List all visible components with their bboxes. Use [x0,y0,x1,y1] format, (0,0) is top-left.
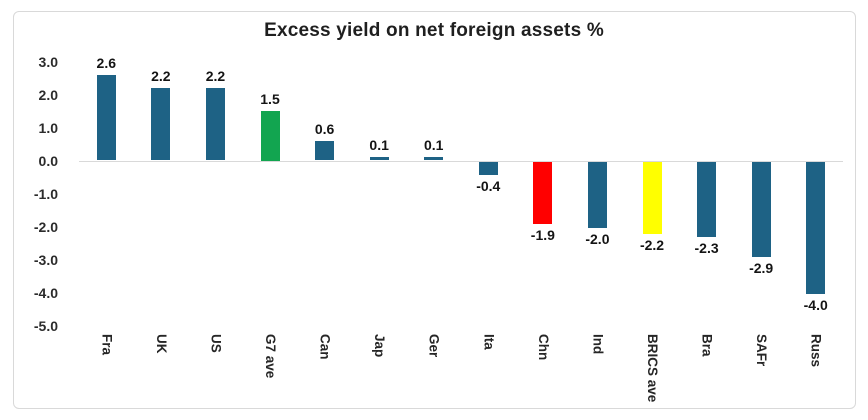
bar-value-label: -2.3 [694,240,719,257]
x-axis-label: Bra [699,334,715,357]
y-tick-label: 3.0 [38,53,58,70]
bar-value-label: 2.2 [151,67,171,84]
x-axis-label: US [208,334,224,353]
y-tick-label: 0.0 [38,152,58,169]
bar-ger [424,157,444,161]
x-axis-label: G7 ave [263,334,278,379]
chart-title: Excess yield on net foreign assets % [264,20,604,41]
bar-fra [96,74,116,161]
x-axis-label: Jap [372,334,388,358]
bar-brics-ave [642,161,662,235]
bar-uk [151,87,171,161]
y-tick-label: -2.0 [33,218,58,235]
x-axis-label: Fra [99,334,115,356]
bar-safr [751,161,771,258]
bar-value-label: -2.2 [639,237,665,254]
bar-value-label: -2.0 [585,230,610,247]
x-axis-label: Chn [535,334,551,361]
bar-value-label: 2.6 [96,54,117,71]
bar-ind [587,161,607,228]
x-axis-label: Russ [808,334,824,368]
bar-jap [369,157,389,161]
x-axis-label: BRICS ave [645,334,660,403]
x-axis-label: Ger [426,334,442,358]
bar-value-label: 0.1 [369,137,389,154]
bar-value-label: 1.5 [260,91,280,107]
x-axis-label: UK [153,334,169,354]
bar-value-label: 2.2 [205,67,226,84]
x-axis-label: SAFr [754,334,770,367]
bar-value-label: -2.9 [749,260,774,277]
x-axis-label: Ita [481,334,497,350]
bar-value-label: -4.0 [803,296,828,313]
bar-us [205,87,225,161]
y-tick-label: -4.0 [33,284,58,301]
y-tick-label: 2.0 [38,86,58,103]
bar-chn [533,161,553,225]
y-tick-label: -1.0 [33,185,58,202]
bar-russ [806,161,826,294]
x-axis-label: Can [317,334,333,360]
y-tick-label: -5.0 [33,317,58,334]
bar-bra [697,161,717,238]
y-tick-label: 1.0 [38,119,58,136]
bar-g7-ave [260,111,280,161]
bar-ita [478,161,498,175]
bar-value-label: 0.1 [423,137,444,154]
bar-can [315,140,335,161]
x-axis-label: Ind [590,334,606,355]
x-axis-line [79,161,843,162]
bar-value-label: -0.4 [476,177,501,194]
y-tick-label: -3.0 [33,251,58,268]
bar-value-label: 0.6 [314,120,335,137]
bar-value-label: -1.9 [530,227,555,244]
